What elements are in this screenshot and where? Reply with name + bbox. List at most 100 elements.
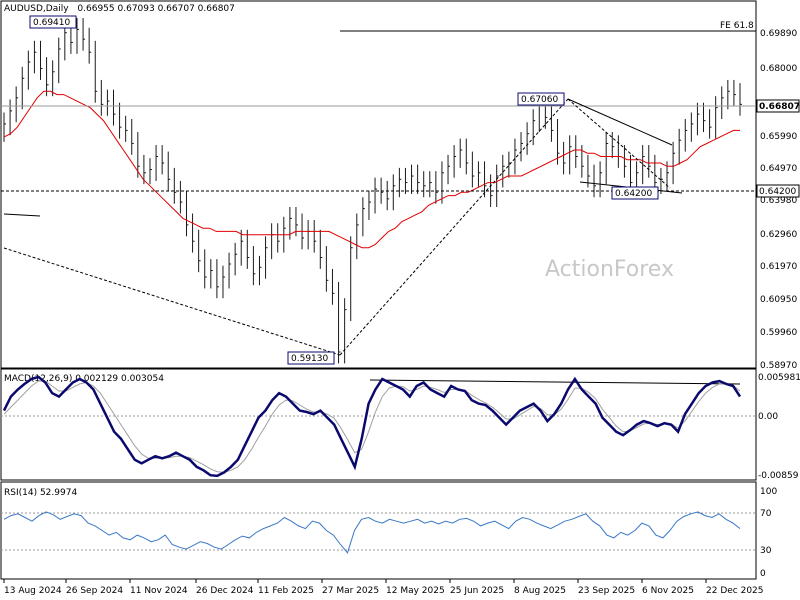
candle	[21, 66, 25, 110]
candle	[119, 102, 122, 139]
price-tick: 0.59960	[760, 328, 797, 338]
candle	[325, 246, 329, 292]
candle	[100, 79, 104, 116]
candle	[587, 154, 590, 188]
candle	[374, 177, 378, 214]
candle	[514, 138, 517, 175]
candle	[703, 102, 706, 133]
candle	[465, 138, 469, 175]
candle	[15, 86, 19, 123]
candle	[672, 141, 676, 185]
candle	[125, 115, 128, 142]
candle	[240, 229, 244, 266]
x-axis-label: 23 Sep 2025	[578, 586, 635, 596]
candle	[423, 171, 426, 198]
candle	[313, 220, 317, 253]
price-tick: 0.68000	[760, 64, 797, 74]
candle	[417, 164, 420, 194]
x-axis-label: 8 Aug 2025	[514, 586, 566, 596]
svg-text:0.66807: 0.66807	[759, 102, 800, 112]
price-panel-frame	[0, 0, 757, 369]
candle	[76, 18, 79, 54]
candle	[112, 89, 116, 126]
svg-text:0.64200: 0.64200	[615, 189, 652, 199]
price-tick: 0.65990	[760, 132, 797, 142]
price-tick: 0.60950	[760, 295, 797, 305]
lower-trendline	[3, 247, 341, 356]
candle	[557, 119, 560, 165]
candle	[550, 105, 554, 142]
candle	[721, 86, 724, 120]
macd-trendline	[369, 379, 741, 385]
ohlc-values: 0.66955 0.67093 0.66707 0.66807	[77, 4, 234, 14]
price-tick: 0.62960	[760, 230, 797, 240]
candle	[660, 167, 663, 194]
candle	[179, 180, 183, 214]
rsi-tick: 70	[760, 509, 772, 519]
candle	[295, 206, 298, 237]
candle	[192, 213, 195, 253]
svg-text:0.67060: 0.67060	[521, 95, 558, 105]
price-tick: 0.58970	[760, 361, 797, 371]
x-axis-label: 6 Nov 2025	[642, 586, 694, 596]
x-axis-label: 12 May 2025	[386, 586, 445, 596]
candle	[502, 154, 505, 188]
candle	[94, 40, 98, 103]
candle	[149, 158, 152, 185]
candle	[228, 252, 232, 289]
candle	[441, 161, 444, 204]
candle	[137, 132, 140, 178]
candle	[106, 89, 110, 116]
moving-average-line	[3, 90, 740, 249]
x-axis-label: 25 Jun 2025	[450, 586, 504, 596]
candle	[471, 151, 475, 188]
candle	[398, 167, 402, 198]
candle	[684, 119, 688, 152]
rsi-title: RSI(14) 52.9974	[4, 488, 77, 498]
candle	[356, 213, 359, 260]
candle	[611, 132, 615, 159]
x-axis: 13 Aug 2024 26 Sep 2024 11 Nov 2024 26 Dec …	[3, 579, 764, 596]
candle	[648, 145, 651, 178]
candle	[167, 151, 171, 191]
svg-text:0.69410: 0.69410	[33, 18, 70, 28]
x-axis-label: 11 Feb 2025	[258, 586, 314, 596]
candle	[52, 60, 55, 97]
price-tick: 0.64970	[760, 164, 797, 174]
candle	[319, 229, 323, 269]
annotation-0-67060: 0.67060	[517, 92, 565, 106]
rsi-tick: 0	[760, 569, 766, 579]
candle	[532, 109, 536, 146]
candle	[161, 145, 165, 175]
x-axis-label: 27 Mar 2025	[322, 586, 379, 596]
candle	[234, 242, 238, 276]
candle	[733, 79, 736, 106]
current-price-tag: 0.66807	[756, 99, 800, 113]
price-axis: 0.69890 0.68000 0.65990 0.64970 0.63980 …	[760, 29, 797, 371]
candle	[453, 145, 457, 178]
candle	[222, 265, 225, 299]
price-tick: 0.69890	[760, 29, 797, 39]
macd-line	[2, 375, 742, 478]
price-tick: 0.61970	[760, 262, 797, 272]
candle	[198, 229, 201, 273]
x-axis-label: 11 Nov 2024	[130, 586, 188, 596]
rising-channel-line	[339, 98, 569, 356]
candle	[46, 57, 49, 97]
macd-tick: 0.00	[758, 412, 778, 422]
candle	[404, 167, 408, 194]
candle	[204, 249, 207, 289]
candle	[429, 171, 432, 198]
candle	[331, 268, 335, 305]
rsi-tick: 100	[760, 487, 777, 497]
x-axis-label: 26 Sep 2024	[66, 586, 123, 596]
candle	[526, 122, 530, 155]
x-axis-label: 13 Aug 2024	[4, 586, 62, 596]
macd-panel-frame	[0, 368, 757, 481]
svg-text:0.64200: 0.64200	[759, 187, 796, 197]
rsi-line	[3, 511, 741, 554]
candle	[617, 135, 621, 168]
price-tick: 0.63980	[760, 196, 797, 206]
macd-tick: -0.00859	[758, 471, 799, 481]
